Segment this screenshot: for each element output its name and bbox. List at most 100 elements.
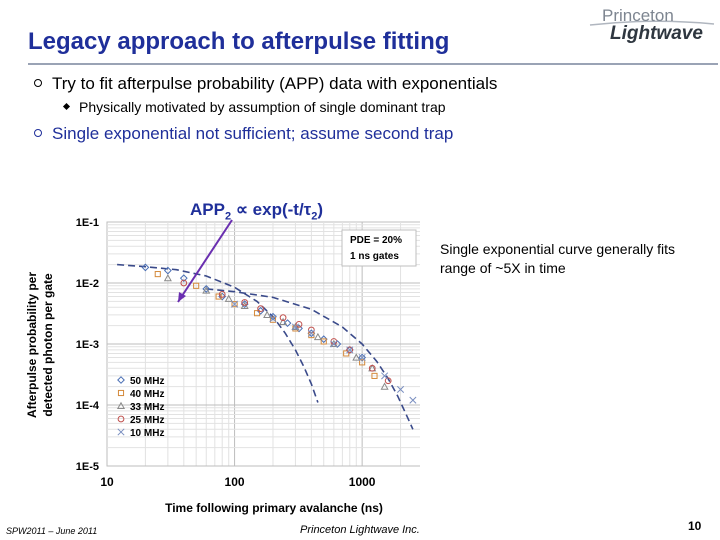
bullet-2: Physically motivated by assumption of si… — [62, 99, 446, 115]
footer-company: Princeton Lightwave Inc. — [300, 524, 420, 536]
fit-curve-1 — [117, 263, 319, 403]
data-point — [180, 279, 188, 287]
legend-marker — [117, 428, 125, 436]
data-point — [224, 294, 233, 302]
data-point — [396, 385, 405, 393]
x-tick-label: 10 — [100, 475, 114, 489]
data-point — [269, 316, 277, 323]
data-point — [240, 301, 249, 310]
annotation-arrow-head — [178, 292, 186, 302]
title-rule — [28, 63, 718, 65]
equation-sub: 2 — [224, 210, 232, 223]
legend-label: 33 MHz — [130, 402, 164, 413]
y-tick-label: 1E-2 — [76, 278, 99, 290]
legend-marker — [117, 389, 125, 397]
bullet-circle-icon — [34, 128, 42, 137]
afterpulse-chart: 1E-1 1E-2 1E-3 1E-4 1E-5 10 100 1000 Time foll… — [25, 217, 420, 515]
data-point — [263, 310, 272, 318]
footer-event: SPW2011 – June 2011 — [6, 526, 98, 536]
data-point — [313, 332, 322, 341]
data-point — [202, 285, 211, 293]
data-point — [279, 317, 288, 325]
data-point — [384, 377, 392, 385]
bullet-3: Single exponential not sufficient; assum… — [34, 124, 453, 144]
data-point — [409, 396, 417, 404]
legend-label: 25 MHz — [130, 415, 164, 426]
page-number: 10 — [688, 519, 702, 533]
y-axis-label-line1: Afterpulse probability per — [25, 272, 39, 418]
equation-lhs: APP — [190, 200, 225, 219]
data-point — [269, 315, 277, 323]
legend: 50 MHz 40 MHz 33 MHz 25 MHz 10 MHz — [116, 376, 164, 439]
data-point — [368, 364, 376, 372]
data-point — [231, 301, 238, 308]
y-tick-label: 1E-3 — [76, 339, 99, 351]
legend-label: 10 MHz — [130, 428, 164, 439]
data-point — [141, 263, 150, 272]
data-point — [163, 266, 172, 275]
bullet-1-text: Try to fit afterpulse probability (APP) … — [52, 74, 498, 93]
legend-label: 50 MHz — [130, 376, 164, 387]
fit-curve-2 — [206, 288, 414, 430]
legend-marker — [117, 376, 125, 384]
bullet-1: Try to fit afterpulse probability (APP) … — [34, 74, 497, 94]
equation-label: APP2 ∝ exp(-t/τ2) — [190, 200, 323, 222]
x-tick-label: 1000 — [349, 475, 376, 489]
data-point — [218, 292, 227, 301]
bullet-circle-icon — [34, 78, 42, 87]
data-point — [279, 314, 287, 322]
data-point — [193, 282, 200, 289]
legend-label: 40 MHz — [130, 389, 164, 400]
data-point — [241, 299, 249, 306]
data-point — [231, 300, 239, 308]
data-point — [163, 273, 172, 282]
data-point — [291, 323, 299, 331]
data-point — [215, 293, 222, 300]
data-point — [240, 300, 249, 309]
company-logo: Princeton Lightwave — [588, 6, 716, 46]
logo-swoosh-icon — [589, 20, 715, 26]
legend-marker — [117, 415, 125, 423]
y-axis-label-line2: detected photon per gate — [41, 273, 55, 417]
equation-rhs: ∝ exp(-t/τ — [231, 200, 312, 219]
data-point — [269, 312, 277, 321]
slide-title: Legacy approach to afterpulse fitting — [28, 28, 450, 55]
data-point — [358, 353, 367, 362]
data-point — [256, 306, 265, 315]
x-tick-label: 100 — [225, 475, 245, 489]
data-point — [307, 329, 315, 337]
data-point — [202, 286, 211, 294]
annotation-arrow — [177, 219, 233, 303]
data-point — [154, 271, 161, 278]
data-point — [257, 305, 264, 313]
data-point — [346, 346, 354, 354]
data-point — [330, 340, 338, 348]
x-axis-label: Time following primary avalanche (ns) — [165, 501, 383, 515]
info-box-line1: PDE = 20% — [350, 235, 402, 246]
data-point — [358, 353, 366, 362]
data-point — [320, 338, 327, 345]
data-point — [295, 320, 303, 328]
y-tick-label: 1E-4 — [76, 400, 100, 412]
data-point — [346, 346, 354, 354]
bullet-2-text: Physically motivated by assumption of si… — [79, 99, 446, 115]
data-point — [218, 291, 226, 298]
bullet-diamond-icon — [62, 102, 71, 110]
data-point — [319, 335, 328, 344]
legend-marker — [116, 401, 126, 410]
data-point — [380, 382, 389, 390]
logo-top-text: Princeton — [602, 6, 674, 25]
data-point — [253, 310, 261, 317]
data-point — [352, 353, 361, 361]
equation-sub2: 2 — [311, 210, 318, 223]
y-tick-label: 1E-1 — [76, 217, 99, 229]
data-point — [381, 372, 389, 380]
fit-curves — [117, 263, 414, 430]
data-point — [179, 274, 188, 283]
y-tick-label: 1E-5 — [76, 461, 99, 473]
data-point — [359, 359, 366, 366]
data-point — [343, 350, 350, 357]
x-tick-labels: 10 100 1000 — [100, 475, 375, 489]
fit-note: Single exponential curve generally fits … — [440, 241, 676, 276]
info-box — [341, 229, 417, 267]
